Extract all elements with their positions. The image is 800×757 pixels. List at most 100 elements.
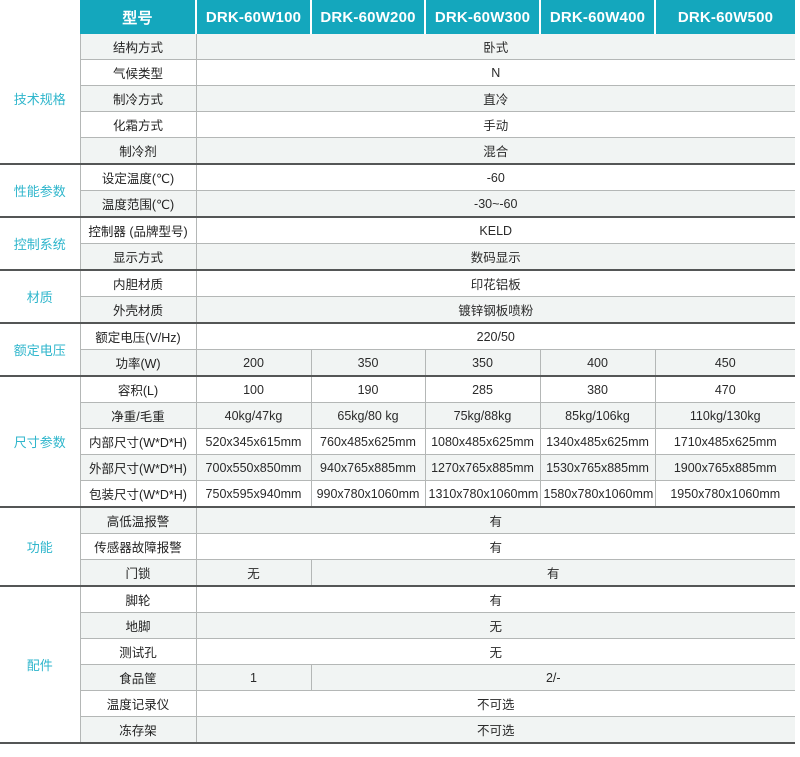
table-row: 功率(W) 200 350 350 400 450 xyxy=(0,349,795,377)
value-cell-all: 手动 xyxy=(196,111,795,138)
table-row: 传感器故障报警有 xyxy=(0,533,795,560)
param-label: 冻存架 xyxy=(80,716,197,744)
value-cell-1: 520x345x615mm xyxy=(196,428,312,455)
value-cell-all: 镀锌钢板喷粉 xyxy=(196,296,795,324)
table-row: 食品筐 1 2/- xyxy=(0,664,795,691)
value-cell-2: 990x780x1060mm xyxy=(311,480,426,508)
table-row: 额定电压 额定电压(V/Hz) 220/50 xyxy=(0,323,795,377)
value-cell-all: 有 xyxy=(196,586,795,613)
value-cell-1: 1 xyxy=(196,664,312,691)
product-spec-table: 型号 DRK-60W100 DRK-60W200 DRK-60W300 DRK-… xyxy=(0,0,795,744)
table-row: 地脚无 xyxy=(0,612,795,639)
table-row: 门锁无有 xyxy=(0,559,795,587)
value-cell-rest: 2/- xyxy=(311,664,795,691)
table-row: 外部尺寸(W*D*H) 700x550x850mm 940x765x885mm 127… xyxy=(0,454,795,481)
value-cell-4: 1340x485x625mm xyxy=(540,428,656,455)
table-body: 技术规格 结构方式 卧式 气候类型 N 制冷方式 直冷 化霜方式 手动 制冷剂 混合 性能参数 设定温度… xyxy=(0,34,795,744)
value-cell-1: 100 xyxy=(196,376,312,403)
value-cell-2: 350 xyxy=(311,349,426,377)
group-label-4: 材质 xyxy=(0,270,81,324)
group-label-5: 额定电压 xyxy=(0,323,81,377)
table-row: 制冷方式 直冷 xyxy=(0,85,795,112)
table-row: 包装尺寸(W*D*H) 750x595x940mm 990x780x1060mm 13… xyxy=(0,480,795,508)
value-cell-all: 印花铝板 xyxy=(196,270,795,297)
value-cell-1: 40kg/47kg xyxy=(196,402,312,429)
header-model-1: DRK-60W100 xyxy=(196,0,312,34)
param-label: 包装尺寸(W*D*H) xyxy=(80,480,197,508)
value-cell-5: 450 xyxy=(655,349,795,377)
param-label: 温度记录仪 xyxy=(80,690,197,717)
value-cell-1: 750x595x940mm xyxy=(196,480,312,508)
group-label-2: 性能参数 xyxy=(0,164,81,218)
header-param-label: 型号 xyxy=(80,0,197,34)
table-row: 气候类型 N xyxy=(0,59,795,86)
value-cell-3: 1270x765x885mm xyxy=(425,454,541,481)
table-row: 外壳材质 镀锌钢板喷粉 xyxy=(0,296,795,324)
value-cell-4: 380 xyxy=(540,376,656,403)
value-cell-all: 直冷 xyxy=(196,85,795,112)
table-row: 温度范围(℃) -30~-60 xyxy=(0,190,795,218)
value-cell-3: 1310x780x1060mm xyxy=(425,480,541,508)
param-label: 门锁 xyxy=(80,559,197,587)
value-cell-all: 220/50 xyxy=(196,323,795,350)
table-row: 温度记录仪 不可选 xyxy=(0,690,795,717)
table-row: 性能参数 设定温度(℃) -60 xyxy=(0,164,795,218)
value-cell-5: 110kg/130kg xyxy=(655,402,795,429)
table-row: 控制系统 控制器 (品牌型号) KELD xyxy=(0,217,795,271)
value-cell-3: 285 xyxy=(425,376,541,403)
param-label: 地脚 xyxy=(80,612,197,639)
header-model-4: DRK-60W400 xyxy=(540,0,656,34)
value-cell-all: 有 xyxy=(196,507,795,534)
value-cell-all: 无 xyxy=(196,638,795,665)
param-label: 外部尺寸(W*D*H) xyxy=(80,454,197,481)
table-row: 显示方式 数码显示 xyxy=(0,243,795,271)
param-label: 设定温度(℃) xyxy=(80,164,197,191)
param-label: 气候类型 xyxy=(80,59,197,86)
value-cell-3: 75kg/88kg xyxy=(425,402,541,429)
table-row: 功能 高低温报警有 xyxy=(0,507,795,587)
table-row: 化霜方式 手动 xyxy=(0,111,795,138)
value-cell-all: 卧式 xyxy=(196,34,795,60)
group-label-8: 配件 xyxy=(0,586,81,744)
table-row: 冻存架 不可选 xyxy=(0,716,795,744)
group-label-6: 尺寸参数 xyxy=(0,376,81,508)
value-cell-2: 940x765x885mm xyxy=(311,454,426,481)
param-label: 结构方式 xyxy=(80,34,197,60)
value-cell-all: 无 xyxy=(196,612,795,639)
value-cell-all: N xyxy=(196,59,795,86)
header-row: 型号 DRK-60W100 DRK-60W200 DRK-60W300 DRK-… xyxy=(0,0,795,34)
value-cell-all: 数码显示 xyxy=(196,243,795,271)
header-model-5: DRK-60W500 xyxy=(655,0,795,34)
value-cell-1: 700x550x850mm xyxy=(196,454,312,481)
table-row: 制冷剂 混合 xyxy=(0,137,795,165)
header-blank-cell xyxy=(0,0,80,34)
table-row: 净重/毛重 40kg/47kg 65kg/80 kg 75kg/88kg 85kg/10… xyxy=(0,402,795,429)
value-cell-5: 470 xyxy=(655,376,795,403)
value-cell-rest: 有 xyxy=(311,559,795,587)
param-label: 食品筐 xyxy=(80,664,197,691)
table-row: 材质 内胆材质 印花铝板 xyxy=(0,270,795,324)
param-label: 化霜方式 xyxy=(80,111,197,138)
value-cell-all: KELD xyxy=(196,217,795,244)
value-cell-4: 1530x765x885mm xyxy=(540,454,656,481)
value-cell-all: -30~-60 xyxy=(196,190,795,218)
value-cell-all: 不可选 xyxy=(196,690,795,717)
param-label: 脚轮 xyxy=(80,586,197,613)
param-label: 控制器 (品牌型号) xyxy=(80,217,197,244)
value-cell-5: 1950x780x1060mm xyxy=(655,480,795,508)
value-cell-4: 400 xyxy=(540,349,656,377)
param-label: 温度范围(℃) xyxy=(80,190,197,218)
value-cell-1: 无 xyxy=(196,559,312,587)
param-label: 制冷剂 xyxy=(80,137,197,165)
param-label: 制冷方式 xyxy=(80,85,197,112)
value-cell-2: 760x485x625mm xyxy=(311,428,426,455)
value-cell-3: 350 xyxy=(425,349,541,377)
param-label: 测试孔 xyxy=(80,638,197,665)
value-cell-5: 1900x765x885mm xyxy=(655,454,795,481)
group-label-7: 功能 xyxy=(0,507,81,587)
table-row: 配件 脚轮有 xyxy=(0,586,795,744)
value-cell-all: 混合 xyxy=(196,137,795,165)
value-cell-all: 有 xyxy=(196,533,795,560)
param-label: 传感器故障报警 xyxy=(80,533,197,560)
param-label: 内部尺寸(W*D*H) xyxy=(80,428,197,455)
